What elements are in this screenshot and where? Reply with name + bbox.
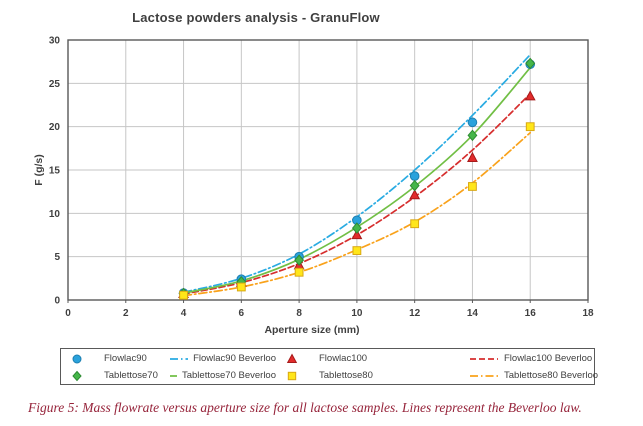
y-tick-label: 30 xyxy=(49,36,61,47)
legend-label: Tablettose80 xyxy=(319,370,373,381)
legend-item-tablettose70: Tablettose70 xyxy=(61,370,161,382)
legend-label: Flowlac100 Beverloo xyxy=(504,353,593,364)
flowlac100-marker-icon xyxy=(286,352,298,363)
figure-caption: Figure 5: Mass flowrate versus aperture … xyxy=(28,400,582,415)
plot-area: 0 2 4 6 8 10 12 14 16 18 0 5 10 15 20 25 30 Aperture size… xyxy=(33,36,594,337)
flowlac100-marker xyxy=(467,151,478,162)
y-tick-label: 0 xyxy=(54,296,60,307)
y-tick-label: 20 xyxy=(49,122,61,133)
legend-marker-sample xyxy=(287,371,297,380)
x-tick-label: 6 xyxy=(239,308,245,319)
x-tick-label: 12 xyxy=(409,308,421,319)
tablettose70-marker xyxy=(409,179,420,192)
legend-item-flowlac90: Flowlac90 xyxy=(61,353,161,365)
y-tick-label: 25 xyxy=(49,79,61,90)
legend-item-flowlac100-beverloo: Flowlac100 Beverloo xyxy=(461,353,598,365)
x-tick-label: 18 xyxy=(582,308,594,319)
y-tick-label: 5 xyxy=(54,252,60,263)
tablettose80-marker xyxy=(525,122,535,132)
chart-title: Lactose powders analysis - GranuFlow xyxy=(132,10,380,25)
tablettose70-marker xyxy=(351,222,362,234)
legend-item-tablettose80: Tablettose80 xyxy=(276,370,461,382)
legend-item-tablettose80-beverloo: Tablettose80 Beverloo xyxy=(461,370,598,382)
legend-label: Tablettose70 Beverloo xyxy=(181,370,276,381)
tablettose70-marker xyxy=(294,254,305,266)
x-tick-label: 8 xyxy=(296,308,302,319)
x-tick-label: 16 xyxy=(525,308,537,319)
legend-item-flowlac100: Flowlac100 xyxy=(276,352,461,365)
legend-marker-sample xyxy=(72,370,82,381)
legend-label: Tablettose80 Beverloo xyxy=(504,370,599,381)
tablettose80-marker xyxy=(179,290,188,300)
tablettose80-beverloo-line-icon xyxy=(470,374,498,377)
legend-marker-sample xyxy=(72,354,82,363)
tablettose80-marker-icon xyxy=(287,371,297,380)
tablettose70-beverloo-line-icon xyxy=(170,374,177,377)
chart-legend: Flowlac90 Flowlac90 Beverloo Flowlac100 Flo… xyxy=(60,348,598,385)
flowlac90-marker xyxy=(409,171,420,181)
y-tick-label: 10 xyxy=(49,209,61,220)
legend-label: Flowlac90 xyxy=(104,353,147,364)
plot-border xyxy=(67,39,589,301)
flowlac100-marker xyxy=(524,90,536,101)
tablettose80-marker xyxy=(294,267,304,277)
x-tick-label: 14 xyxy=(467,308,479,319)
y-axis-label: F (g/s) xyxy=(33,154,45,186)
tablettose70-marker xyxy=(525,57,536,70)
tablettose70-marker-icon xyxy=(72,370,82,381)
x-tick-label: 10 xyxy=(351,308,363,319)
tablettose80-marker xyxy=(468,182,477,191)
flowlac90-beverloo-line-icon xyxy=(170,357,189,360)
tablettose70-marker xyxy=(467,129,478,142)
legend-label: Flowlac90 Beverloo xyxy=(193,353,276,364)
x-axis-label: Aperture size (mm) xyxy=(264,324,359,336)
flowlac100-marker xyxy=(409,189,421,200)
y-tick-label: 15 xyxy=(49,166,61,177)
tablettose80-marker xyxy=(352,246,362,255)
x-tick-label: 2 xyxy=(123,308,129,319)
flowlac90-marker xyxy=(467,117,478,128)
flowlac100-marker xyxy=(351,228,363,240)
flowlac90-marker-icon xyxy=(72,354,82,363)
legend-item-tablettose70-beverloo: Tablettose70 Beverloo xyxy=(161,370,276,382)
x-tick-label: 0 xyxy=(65,308,71,319)
flowlac100-beverloo-line-icon xyxy=(470,357,498,360)
x-tick-label: 4 xyxy=(181,308,187,319)
legend-label: Flowlac100 xyxy=(319,353,368,364)
tablettose80-marker xyxy=(410,219,420,229)
legend-label: Tablettose70 xyxy=(104,370,158,381)
legend-item-flowlac90-beverloo: Flowlac90 Beverloo xyxy=(161,353,276,365)
tablettose80-marker xyxy=(236,282,246,292)
legend-marker-sample xyxy=(286,352,298,363)
